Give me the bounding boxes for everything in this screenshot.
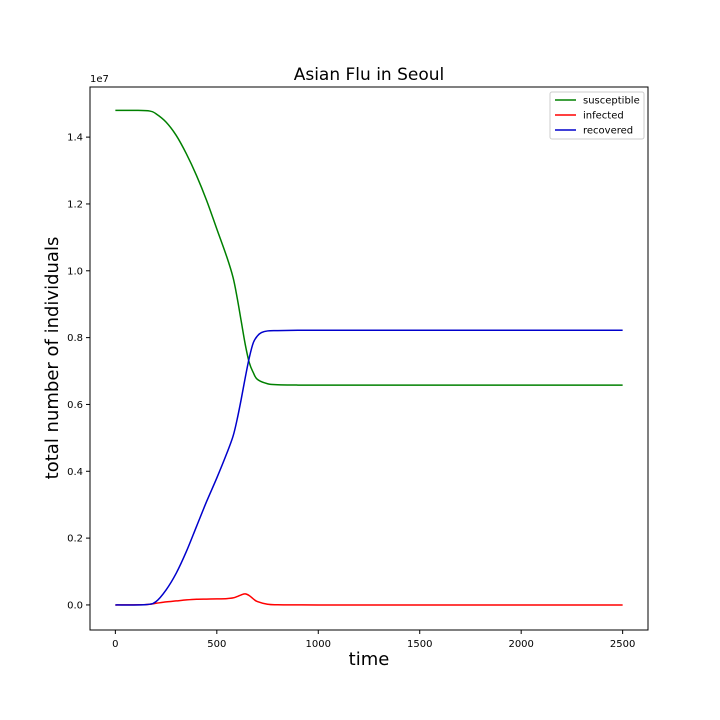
y-tick-label: 1.4 [67, 133, 83, 144]
legend-label-infected: infected [583, 111, 624, 122]
y-axis-title: total number of individuals [42, 237, 63, 480]
legend-label-recovered: recovered [583, 126, 633, 137]
y-tick-label: 0.6 [67, 400, 83, 411]
x-tick-label: 2000 [508, 639, 533, 650]
y-tick-label: 0.2 [67, 534, 83, 545]
x-tick-label: 1000 [306, 639, 331, 650]
x-tick-label: 1500 [407, 639, 432, 650]
y-tick-label: 0.8 [67, 333, 83, 344]
series-line-recovered [115, 329, 623, 606]
legend-items: susceptible infected recovered [555, 96, 640, 137]
series-line-infected [115, 593, 623, 606]
y-tick-label: 0.0 [67, 600, 83, 611]
plot-area: 0 500 1000 1500 2000 2500 0.0 0.2 0.4 0.6 0.8 1.0 1… [67, 86, 649, 650]
y-axis-offset-label: 1e7 [90, 74, 109, 85]
plot-frame [89, 86, 649, 631]
y-tick-label: 1.0 [67, 266, 83, 277]
legend: susceptible infected recovered [549, 91, 645, 140]
x-tick-label: 500 [207, 639, 226, 650]
series-layer [115, 109, 623, 606]
x-tick-label: 2500 [610, 639, 635, 650]
x-tick-label: 0 [112, 639, 118, 650]
y-axis-ticks: 0.0 0.2 0.4 0.6 0.8 1.0 1.2 1.4 [67, 133, 90, 611]
x-axis-ticks: 0 500 1000 1500 2000 2500 [112, 630, 635, 650]
legend-box [549, 91, 645, 140]
y-tick-label: 0.4 [67, 467, 83, 478]
series-line-susceptible [115, 109, 623, 386]
x-axis-title: time [349, 649, 390, 670]
y-tick-label: 1.2 [67, 199, 83, 210]
legend-label-susceptible: susceptible [583, 96, 640, 107]
chart-title: Asian Flu in Seoul [294, 65, 445, 85]
